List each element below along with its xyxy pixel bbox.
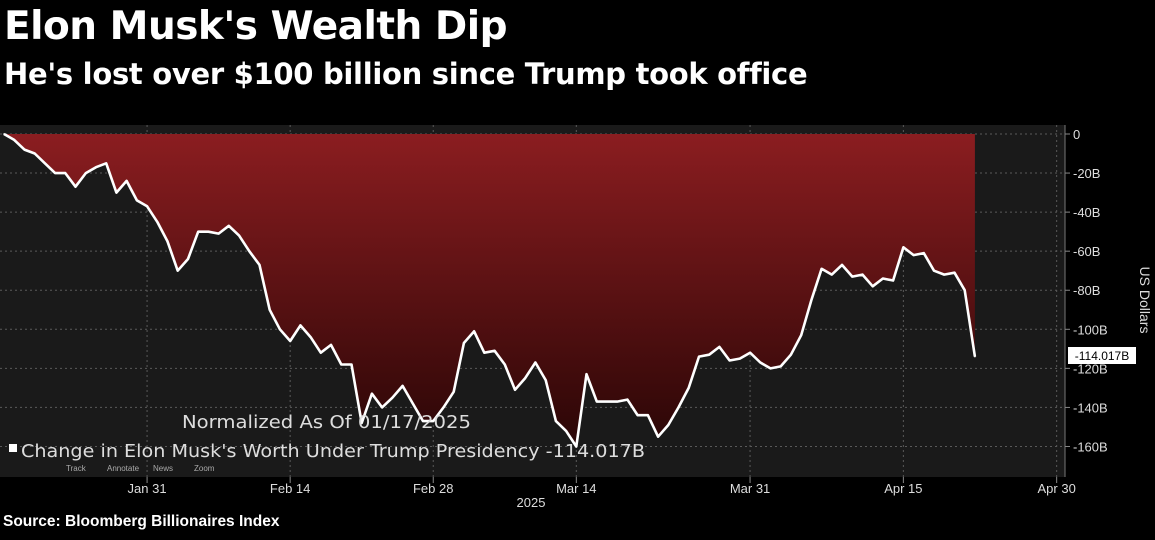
- x-tick-label: Mar 31: [730, 481, 770, 496]
- toolbar-zoom-button[interactable]: Zoom: [194, 464, 215, 473]
- x-tick-label: Apr 15: [884, 481, 922, 496]
- chart-title: Elon Musk's Wealth Dip: [4, 4, 508, 49]
- last-value-label: -114.017B: [1075, 349, 1130, 363]
- x-tick-label: Mar 14: [556, 481, 596, 496]
- y-axis: 0 -20B -40B -60B -80B -100B -120B -140B -160B: [1065, 127, 1108, 454]
- x-tick-label: Apr 30: [1038, 481, 1076, 496]
- chart[interactable]: 0 -20B -40B -60B -80B -100B -120B -140B -160B US…: [0, 110, 1155, 512]
- y-tick-label: -40B: [1073, 205, 1100, 220]
- normalized-annotation: Normalized As Of 01/17/2025: [182, 412, 471, 433]
- y-tick-label: -80B: [1073, 283, 1100, 298]
- series-line: [3, 132, 977, 448]
- y-tick-label: -120B: [1073, 361, 1108, 376]
- x-axis-year: 2025: [517, 495, 546, 510]
- last-value-marker: -114.017B: [1068, 347, 1136, 364]
- toolbar-track-button[interactable]: Track: [66, 464, 87, 473]
- legend-swatch: [9, 444, 17, 452]
- y-axis-label: US Dollars: [1137, 267, 1153, 334]
- y-tick-label: -100B: [1073, 322, 1108, 337]
- source-footnote: Source: Bloomberg Billionaires Index: [3, 513, 280, 530]
- y-tick-label: -160B: [1073, 439, 1108, 454]
- y-tick-label: -20B: [1073, 166, 1100, 181]
- loss-area-fill: [4, 134, 975, 447]
- chart-subtitle: He's lost over $100 billion since Trump …: [4, 57, 808, 91]
- y-tick-label: -60B: [1073, 244, 1100, 259]
- x-tick-label: Feb 28: [413, 481, 453, 496]
- toolbar-annotate-button[interactable]: Annotate: [107, 464, 140, 473]
- x-axis: Jan 31 Feb 14 Feb 28 Mar 14 Mar 31 Apr 15 Apr …: [128, 477, 1076, 496]
- y-tick-label: -140B: [1073, 400, 1108, 415]
- chart-toolbar[interactable]: Track Annotate News Zoom: [66, 464, 215, 473]
- toolbar-news-button[interactable]: News: [153, 464, 173, 473]
- x-tick-label: Jan 31: [128, 481, 167, 496]
- y-tick-label: 0: [1073, 127, 1080, 142]
- x-tick-label: Feb 14: [270, 481, 310, 496]
- legend-entry: Change in Elon Musk's Worth Under Trump …: [21, 441, 645, 462]
